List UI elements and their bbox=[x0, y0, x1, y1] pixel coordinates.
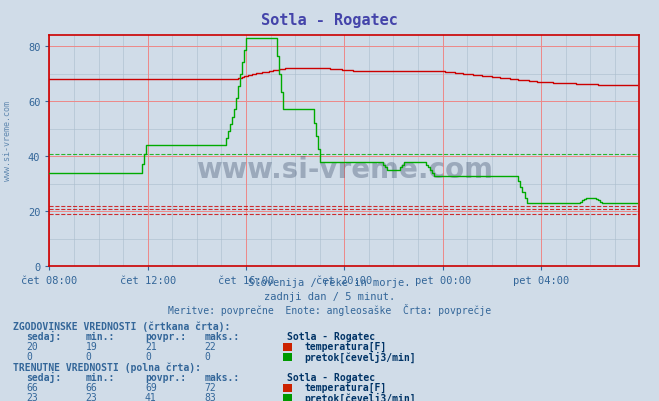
Text: 23: 23 bbox=[26, 392, 38, 401]
Text: sedaj:: sedaj: bbox=[26, 371, 61, 383]
Text: TRENUTNE VREDNOSTI (polna črta):: TRENUTNE VREDNOSTI (polna črta): bbox=[13, 362, 201, 372]
Text: www.si-vreme.com: www.si-vreme.com bbox=[196, 156, 493, 184]
Text: ZGODOVINSKE VREDNOSTI (črtkana črta):: ZGODOVINSKE VREDNOSTI (črtkana črta): bbox=[13, 320, 231, 331]
Text: min.:: min.: bbox=[86, 331, 115, 341]
Text: povpr.:: povpr.: bbox=[145, 331, 186, 341]
Text: maks.:: maks.: bbox=[204, 331, 239, 341]
Text: 0: 0 bbox=[145, 351, 151, 361]
Text: Slovenija / reke in morje.: Slovenija / reke in morje. bbox=[248, 278, 411, 288]
Text: Meritve: povprečne  Enote: angleosaške  Črta: povprečje: Meritve: povprečne Enote: angleosaške Čr… bbox=[168, 304, 491, 316]
Text: Sotla - Rogatec: Sotla - Rogatec bbox=[287, 372, 375, 382]
Text: 0: 0 bbox=[86, 351, 92, 361]
Text: pretok[čevelj3/min]: pretok[čevelj3/min] bbox=[304, 350, 416, 362]
Text: 83: 83 bbox=[204, 392, 216, 401]
Text: temperatura[F]: temperatura[F] bbox=[304, 340, 387, 351]
Text: Sotla - Rogatec: Sotla - Rogatec bbox=[261, 12, 398, 28]
Text: min.:: min.: bbox=[86, 372, 115, 382]
Text: Sotla - Rogatec: Sotla - Rogatec bbox=[287, 331, 375, 341]
Text: 0: 0 bbox=[204, 351, 210, 361]
Text: 22: 22 bbox=[204, 341, 216, 350]
Text: 21: 21 bbox=[145, 341, 157, 350]
Text: 0: 0 bbox=[26, 351, 32, 361]
Text: 23: 23 bbox=[86, 392, 98, 401]
Text: sedaj:: sedaj: bbox=[26, 330, 61, 342]
Text: temperatura[F]: temperatura[F] bbox=[304, 381, 387, 392]
Text: 19: 19 bbox=[86, 341, 98, 350]
Text: 41: 41 bbox=[145, 392, 157, 401]
Text: povpr.:: povpr.: bbox=[145, 372, 186, 382]
Text: 69: 69 bbox=[145, 382, 157, 391]
Text: pretok[čevelj3/min]: pretok[čevelj3/min] bbox=[304, 391, 416, 401]
Text: maks.:: maks.: bbox=[204, 372, 239, 382]
Text: 66: 66 bbox=[26, 382, 38, 391]
Text: 20: 20 bbox=[26, 341, 38, 350]
Text: 66: 66 bbox=[86, 382, 98, 391]
Text: www.si-vreme.com: www.si-vreme.com bbox=[3, 100, 13, 180]
Text: zadnji dan / 5 minut.: zadnji dan / 5 minut. bbox=[264, 292, 395, 302]
Text: 72: 72 bbox=[204, 382, 216, 391]
